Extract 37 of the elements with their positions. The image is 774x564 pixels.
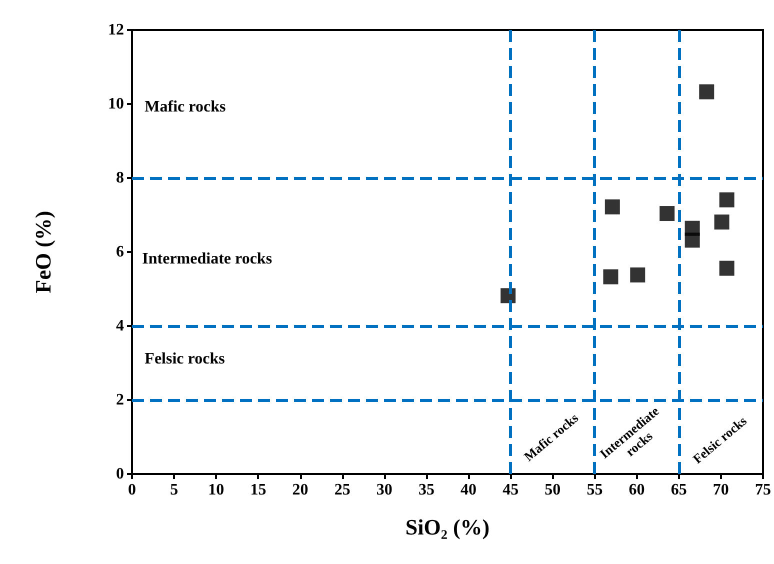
x-tick-label: 65: [670, 482, 687, 498]
x-tick-label: 55: [586, 482, 603, 498]
point: [719, 260, 734, 276]
point: [603, 269, 618, 284]
y-tick-label: 6: [116, 244, 124, 260]
x-tick-label: 45: [502, 482, 519, 498]
point: [719, 192, 734, 208]
x-tick-label: 0: [128, 482, 136, 498]
y-tick-label: 0: [116, 466, 124, 482]
point: [684, 232, 700, 248]
x-tick-label: 5: [170, 482, 178, 498]
annotation: Intermediate rocks: [142, 250, 272, 268]
x-tick-label: 30: [376, 482, 392, 498]
y-tick-label: 12: [108, 22, 124, 38]
annotation: Mafic rocks: [144, 98, 226, 116]
x-axis-title: SiO₂ (%): [405, 514, 490, 540]
point: [714, 214, 730, 230]
x-tick-label: 10: [208, 482, 224, 498]
x-tick-label: 40: [460, 482, 477, 498]
point: [630, 267, 646, 282]
y-tick-label: 8: [116, 170, 124, 186]
x-tick-label: 15: [250, 482, 266, 498]
y-axis-title: FeO (%): [30, 210, 56, 294]
x-tick-label: 20: [292, 482, 308, 498]
x-tick-label: 25: [334, 482, 350, 498]
y-tick-label: 2: [116, 392, 124, 408]
x-tick-label: 70: [712, 482, 729, 498]
x-tick-label: 75: [755, 482, 771, 498]
x-tick-label: 60: [628, 482, 645, 498]
x-tick-label: 35: [418, 482, 434, 498]
y-tick-label: 4: [116, 318, 124, 334]
point: [604, 199, 620, 214]
point: [660, 206, 675, 222]
annotation: Felsic rocks: [144, 350, 225, 368]
x-tick-label: 50: [544, 482, 561, 498]
y-tick-label: 10: [108, 96, 124, 112]
point: [699, 84, 714, 100]
